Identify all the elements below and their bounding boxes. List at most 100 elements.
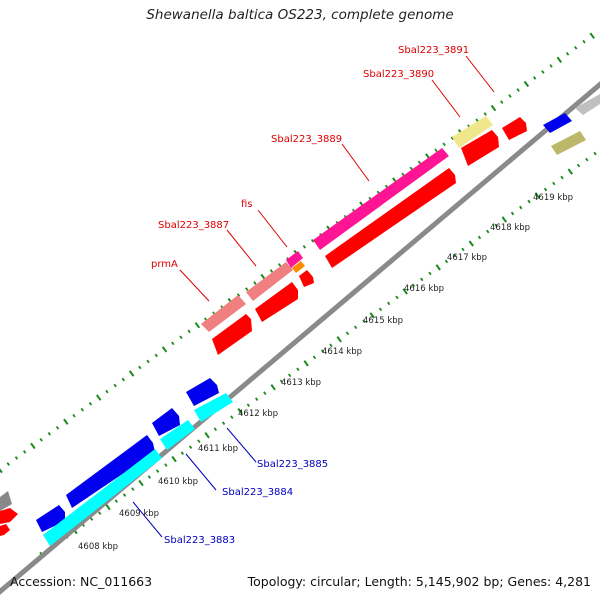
outer-ring-minor-tick (310, 238, 315, 243)
outer-ring-major-tick (95, 394, 102, 401)
inner-ring-minor-tick (320, 349, 325, 354)
cds-arrow-left-edge-1 (0, 508, 18, 524)
outer-ring-major-tick (194, 322, 201, 329)
inner-ring-major-tick (237, 408, 243, 415)
callout-sbal223-3889 (341, 143, 370, 182)
outer-ring-minor-tick (113, 383, 117, 388)
feature-hit-fis-ring3 (292, 261, 305, 273)
ruler-label-4617: 4617 kbp (447, 253, 487, 263)
inner-ring-major-tick (369, 312, 375, 319)
inner-ring-minor-tick (510, 211, 515, 216)
inner-ring-minor-tick (362, 319, 366, 324)
callout-sbal223-3887 (226, 229, 257, 267)
cds-arrow-sbal223-3891 (502, 117, 527, 140)
feature-hit-left-edge-gray (0, 491, 12, 511)
gene-label-sbal223-3890: Sbal223_3890 (363, 69, 434, 80)
feature-hit-upper-right-ring2 (543, 113, 572, 133)
outer-ring-minor-tick (179, 335, 183, 340)
outer-ring-minor-tick (269, 269, 274, 273)
ruler-labels: 4608 kbp 4609 kbp 4610 kbp 4611 kbp 4612… (78, 193, 573, 552)
outer-ring-major-tick (128, 370, 135, 377)
feature-hit-fis-ring2 (286, 251, 303, 268)
inner-ring-minor-tick (576, 163, 581, 168)
outer-ring-minor-tick (409, 166, 413, 171)
inner-ring-minor-tick (453, 253, 457, 258)
inner-ring-minor-tick (279, 379, 284, 384)
inner-ring-minor-tick (230, 415, 234, 420)
inner-ring-minor-tick (114, 499, 118, 503)
cds-arrow-sbal223-3885-b (186, 378, 219, 406)
ruler-label-4612: 4612 kbp (238, 409, 278, 419)
outer-ring-minor-tick (245, 287, 249, 291)
outer-ring-minor-tick (541, 70, 545, 74)
outer-ring-minor-tick (277, 263, 282, 267)
outer-ring-major-tick (63, 418, 69, 425)
inner-ring-minor-tick (213, 427, 218, 432)
cds-arrow-sbal223-3890 (461, 130, 499, 166)
ruler-label-4616: 4616 kbp (404, 284, 444, 294)
accession-text: Accession: NC_011663 (10, 574, 153, 589)
outer-ring-minor-tick (574, 45, 578, 50)
gene-label-sbal223-3885: Sbal223_3885 (257, 459, 328, 470)
inner-ring-minor-tick (180, 451, 185, 455)
inner-ring-minor-tick (296, 367, 300, 372)
inner-ring-minor-tick (585, 157, 589, 162)
inner-ring-minor-tick (89, 517, 94, 521)
ruler-label-4618: 4618 kbp (490, 223, 530, 233)
callout-sbal223-3883 (132, 501, 163, 538)
inner-ring-minor-tick (197, 439, 201, 444)
feature-hit-sbal223-3887-ring2 (246, 262, 293, 301)
inner-ring-minor-tick (428, 271, 432, 276)
outer-ring-minor-tick (121, 377, 126, 382)
inner-ring-minor-tick (122, 493, 127, 497)
inner-ring-minor-tick (287, 373, 292, 378)
inner-ring-major-tick (567, 168, 574, 175)
inner-ring-major-tick (468, 240, 474, 247)
inner-ring-minor-tick (527, 199, 531, 204)
inner-ring-minor-tick (155, 469, 160, 473)
gene-label-fis: fis (241, 199, 253, 210)
outer-ring-minor-tick (22, 450, 27, 454)
gene-label-sbal223-3887: Sbal223_3887 (158, 220, 229, 231)
label-callouts-bottom (132, 427, 257, 538)
outer-ring-minor-tick (236, 293, 241, 297)
callout-sbal223-3890 (431, 79, 461, 118)
inner-ring-minor-tick (519, 205, 523, 210)
inner-ring-minor-tick (552, 181, 556, 186)
outer-ring-minor-tick (171, 341, 175, 346)
label-callouts-top (179, 55, 495, 302)
outer-ring-minor-tick (582, 39, 586, 44)
cds-arrow-prma (212, 314, 252, 355)
outer-ring-minor-tick (187, 329, 191, 334)
outer-ring-major-tick (490, 104, 497, 112)
inner-ring-minor-tick (378, 307, 383, 312)
inner-ring-minor-tick (353, 325, 358, 330)
inner-ring-major-tick (336, 336, 342, 343)
outer-ring-minor-tick (500, 100, 504, 104)
inner-ring-minor-tick (246, 403, 251, 408)
outer-ring-minor-tick (55, 425, 60, 430)
outer-ring-minor-tick (508, 94, 512, 98)
outer-ring-minor-tick (72, 413, 76, 418)
outer-ring-minor-tick (565, 51, 570, 56)
inner-ring-minor-tick (312, 355, 317, 360)
outer-ring-minor-tick (434, 148, 438, 153)
inner-ring-minor-tick (254, 397, 259, 402)
inner-ring-minor-tick (147, 475, 152, 479)
genome-summary-text: Topology: circular; Length: 5,145,902 bp… (247, 574, 591, 589)
inner-ring-minor-tick (411, 283, 416, 288)
callout-sbal223-3885 (226, 427, 257, 463)
outer-ring-major-tick (589, 32, 595, 39)
inner-ring-minor-tick (444, 259, 449, 264)
cds-arrow-sbal223-3885-a (152, 408, 180, 436)
inner-ring-minor-tick (98, 511, 102, 515)
feature-row-upper (201, 94, 600, 332)
ruler-label-4619: 4619 kbp (533, 193, 573, 203)
feature-hit-sbal223-3883-ring2 (43, 449, 162, 546)
gene-label-sbal223-3884: Sbal223_3884 (222, 487, 293, 498)
gene-label-sbal223-3889: Sbal223_3889 (271, 134, 342, 145)
inner-ring-major-tick (204, 432, 210, 439)
outer-ring-minor-tick (6, 462, 10, 466)
